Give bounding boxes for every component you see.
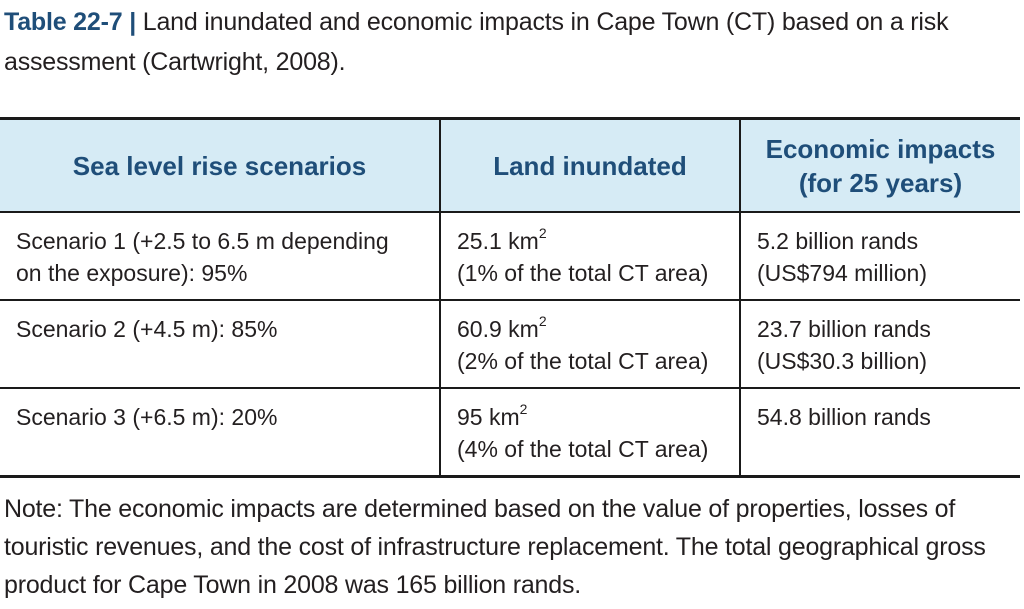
table-note: Note: The economic impacts are determine… <box>4 495 986 599</box>
header-economic-impacts: Economic impacts (for 25 years) <box>739 117 1020 213</box>
land-value-line: 25.1 km2 <box>457 225 725 257</box>
scenario-line2: on the exposure): 95% <box>16 260 248 286</box>
land-value-line: 95 km2 <box>457 401 725 433</box>
caption-separator: | <box>129 8 136 36</box>
land-value: 25.1 km <box>457 228 539 254</box>
economic-line1: 5.2 billion rands <box>757 228 919 254</box>
cell-scenario: Scenario 1 (+2.5 to 6.5 m depending on t… <box>0 212 440 301</box>
table-row: Scenario 2 (+4.5 m): 85% 60.9 km2 (2% of… <box>0 300 1020 389</box>
land-value: 95 km <box>457 404 520 430</box>
cell-economic: 23.7 billion rands (US$30.3 billion) <box>739 300 1020 389</box>
header-economic-line2: (for 25 years) <box>798 167 963 198</box>
scenario-line1: Scenario 1 (+2.5 to 6.5 m depending <box>16 228 389 254</box>
cell-economic: 5.2 billion rands (US$794 million) <box>739 212 1020 301</box>
land-unit-exponent: 2 <box>538 313 547 330</box>
land-share: (2% of the total CT area) <box>457 348 709 374</box>
table-label: Table 22-7 <box>4 8 123 36</box>
cell-land: 95 km2 (4% of the total CT area) <box>439 388 740 478</box>
cell-land: 60.9 km2 (2% of the total CT area) <box>439 300 740 389</box>
economic-line2: (US$794 million) <box>757 260 928 286</box>
cell-scenario: Scenario 2 (+4.5 m): 85% <box>0 300 440 389</box>
scenario-line1: Scenario 2 (+4.5 m): 85% <box>16 316 278 342</box>
land-share: (4% of the total CT area) <box>457 436 709 462</box>
land-share: (1% of the total CT area) <box>457 260 709 286</box>
table-row: Scenario 1 (+2.5 to 6.5 m depending on t… <box>0 212 1020 301</box>
land-unit-exponent: 2 <box>519 401 528 418</box>
table-header-row: Sea level rise scenarios Land inundated … <box>0 117 1020 213</box>
economic-line1: 23.7 billion rands <box>757 316 931 342</box>
data-table: Sea level rise scenarios Land inundated … <box>0 117 1020 478</box>
caption-text: Land inundated and economic impacts in C… <box>4 8 949 76</box>
cell-land: 25.1 km2 (1% of the total CT area) <box>439 212 740 301</box>
table-row: Scenario 3 (+6.5 m): 20% 95 km2 (4% of t… <box>0 388 1020 478</box>
economic-line2: (US$30.3 billion) <box>757 348 928 374</box>
header-land-inundated: Land inundated <box>439 117 740 213</box>
economic-line1: 54.8 billion rands <box>757 404 931 430</box>
land-value-line: 60.9 km2 <box>457 313 725 345</box>
header-scenarios: Sea level rise scenarios <box>0 117 440 213</box>
cell-scenario: Scenario 3 (+6.5 m): 20% <box>0 388 440 478</box>
land-value: 60.9 km <box>457 316 539 342</box>
scenario-line1: Scenario 3 (+6.5 m): 20% <box>16 404 278 430</box>
cell-economic: 54.8 billion rands <box>739 388 1020 478</box>
header-economic-line1: Economic impacts <box>765 133 996 164</box>
land-unit-exponent: 2 <box>538 225 547 242</box>
table-caption: Table 22-7 | Land inundated and economic… <box>4 2 1014 82</box>
